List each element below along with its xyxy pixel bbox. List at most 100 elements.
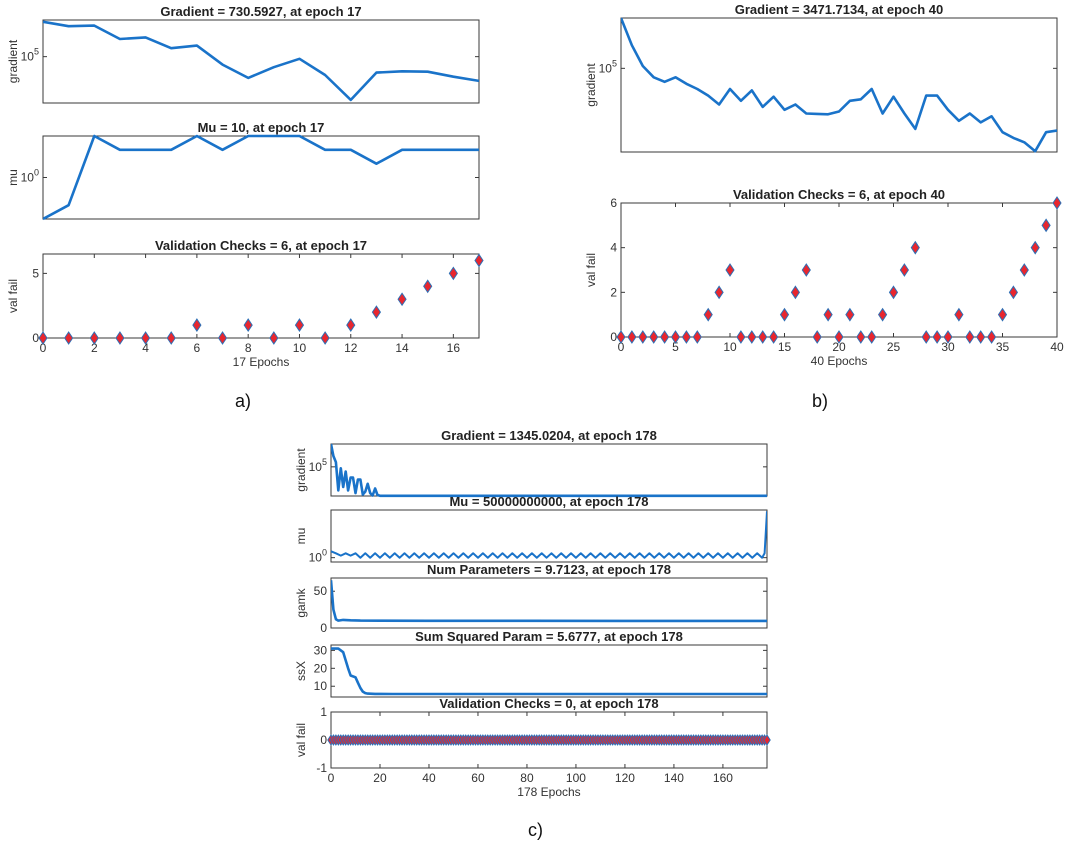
data-point bbox=[899, 263, 910, 277]
x-axis-label: 178 Epochs bbox=[517, 785, 580, 799]
data-point bbox=[217, 331, 228, 345]
data-point bbox=[921, 330, 931, 344]
x-tick-label: 20 bbox=[373, 771, 387, 785]
data-point bbox=[834, 330, 844, 344]
series-line bbox=[43, 20, 479, 102]
y-tick-label: 6 bbox=[610, 196, 617, 210]
data-point bbox=[89, 331, 99, 345]
chart-title: Mu = 10, at epoch 17 bbox=[198, 120, 325, 135]
data-point bbox=[790, 285, 801, 300]
x-tick-label: 80 bbox=[520, 771, 534, 785]
x-tick-label: 8 bbox=[245, 341, 252, 355]
data-point bbox=[888, 285, 899, 300]
data-point bbox=[140, 331, 151, 345]
data-point bbox=[965, 330, 975, 344]
x-tick-label: 10 bbox=[293, 341, 307, 355]
y-tick-label: 105 bbox=[599, 58, 617, 75]
subplot-6: Gradient = 1345.0204, at epoch 178 gradie… bbox=[294, 428, 768, 498]
x-tick-label: 0 bbox=[618, 340, 625, 354]
data-point bbox=[423, 279, 433, 294]
y-axis-label: gamk bbox=[294, 587, 308, 617]
subplot-5: Validation Checks = 6, at epoch 40 val fa… bbox=[584, 187, 1064, 368]
x-tick-label: 6 bbox=[194, 341, 201, 355]
series-line bbox=[331, 443, 767, 498]
y-axis-label: mu bbox=[6, 169, 20, 186]
x-axis-label: 17 Epochs bbox=[233, 355, 290, 369]
data-point bbox=[192, 318, 202, 332]
data-point bbox=[627, 330, 637, 344]
chart-title: Validation Checks = 0, at epoch 178 bbox=[439, 696, 658, 711]
data-point bbox=[801, 263, 811, 277]
axes-frame bbox=[42, 135, 480, 220]
x-tick-label: 40 bbox=[422, 771, 436, 785]
data-point bbox=[1019, 263, 1029, 277]
y-tick-label: 100 bbox=[309, 548, 327, 565]
series-line bbox=[43, 134, 479, 221]
data-point bbox=[812, 330, 822, 344]
chart-title: Num Parameters = 9.7123, at epoch 178 bbox=[427, 562, 671, 577]
data-point bbox=[845, 307, 855, 322]
data-point bbox=[779, 307, 790, 322]
y-tick-label: 0 bbox=[610, 330, 617, 344]
y-tick-label: 1 bbox=[320, 705, 327, 719]
subplot-10: Validation Checks = 0, at epoch 178 val f… bbox=[294, 696, 771, 799]
x-tick-label: 15 bbox=[778, 340, 792, 354]
series-line bbox=[331, 580, 767, 623]
y-tick-label: -1 bbox=[316, 761, 327, 775]
data-point bbox=[294, 318, 305, 332]
data-point bbox=[877, 307, 888, 322]
data-point bbox=[976, 330, 986, 344]
data-point bbox=[954, 307, 964, 322]
x-axis-label: 40 Epochs bbox=[811, 354, 868, 368]
subplot-9: Sum Squared Param = 5.6777, at epoch 178… bbox=[294, 629, 768, 698]
y-tick-label: 2 bbox=[610, 285, 617, 299]
chart-title: Gradient = 730.5927, at epoch 17 bbox=[160, 4, 361, 19]
y-tick-label: 105 bbox=[309, 457, 327, 474]
data-point bbox=[371, 305, 382, 320]
data-point bbox=[448, 266, 458, 281]
data-point bbox=[474, 253, 484, 268]
data-point bbox=[736, 330, 746, 344]
series-line bbox=[621, 17, 1057, 153]
data-point bbox=[649, 330, 659, 344]
subplot-2: Mu = 10, at epoch 17 mu 100 bbox=[6, 120, 480, 221]
y-axis-label: mu bbox=[294, 528, 308, 545]
y-tick-label: 30 bbox=[314, 643, 328, 657]
x-tick-label: 30 bbox=[941, 340, 955, 354]
x-tick-label: 16 bbox=[447, 341, 461, 355]
x-tick-label: 120 bbox=[615, 771, 635, 785]
data-point bbox=[997, 307, 1008, 322]
x-tick-label: 35 bbox=[996, 340, 1010, 354]
subplot-1: Gradient = 730.5927, at epoch 17 gradient… bbox=[6, 4, 480, 104]
data-point bbox=[670, 330, 681, 344]
data-point bbox=[638, 330, 648, 344]
chart-title: Gradient = 1345.0204, at epoch 178 bbox=[441, 428, 657, 443]
data-point bbox=[986, 330, 997, 344]
chart-title: Gradient = 3471.7134, at epoch 40 bbox=[735, 2, 943, 17]
x-tick-label: 14 bbox=[395, 341, 409, 355]
data-point bbox=[1008, 285, 1019, 300]
x-tick-label: 0 bbox=[328, 771, 335, 785]
y-tick-label: 4 bbox=[610, 241, 617, 255]
data-point bbox=[616, 330, 626, 344]
subplot-3: Validation Checks = 6, at epoch 17 val fa… bbox=[6, 238, 484, 369]
subplot-8: Num Parameters = 9.7123, at epoch 178 gam… bbox=[294, 562, 768, 635]
data-point bbox=[166, 331, 176, 345]
panel-label-a: a) bbox=[235, 391, 251, 411]
y-axis-label: val fail bbox=[6, 279, 20, 313]
data-point bbox=[768, 330, 779, 344]
data-point bbox=[38, 331, 48, 345]
axes-frame bbox=[330, 644, 768, 698]
data-point bbox=[867, 330, 877, 344]
x-tick-label: 12 bbox=[344, 341, 358, 355]
data-point bbox=[758, 330, 768, 344]
axes-frame bbox=[42, 19, 480, 104]
data-point bbox=[692, 330, 702, 344]
data-point bbox=[910, 240, 920, 255]
y-tick-label: 20 bbox=[314, 661, 328, 675]
x-tick-label: 60 bbox=[471, 771, 485, 785]
data-point bbox=[1041, 218, 1051, 233]
y-axis-label: gradient bbox=[6, 39, 20, 83]
